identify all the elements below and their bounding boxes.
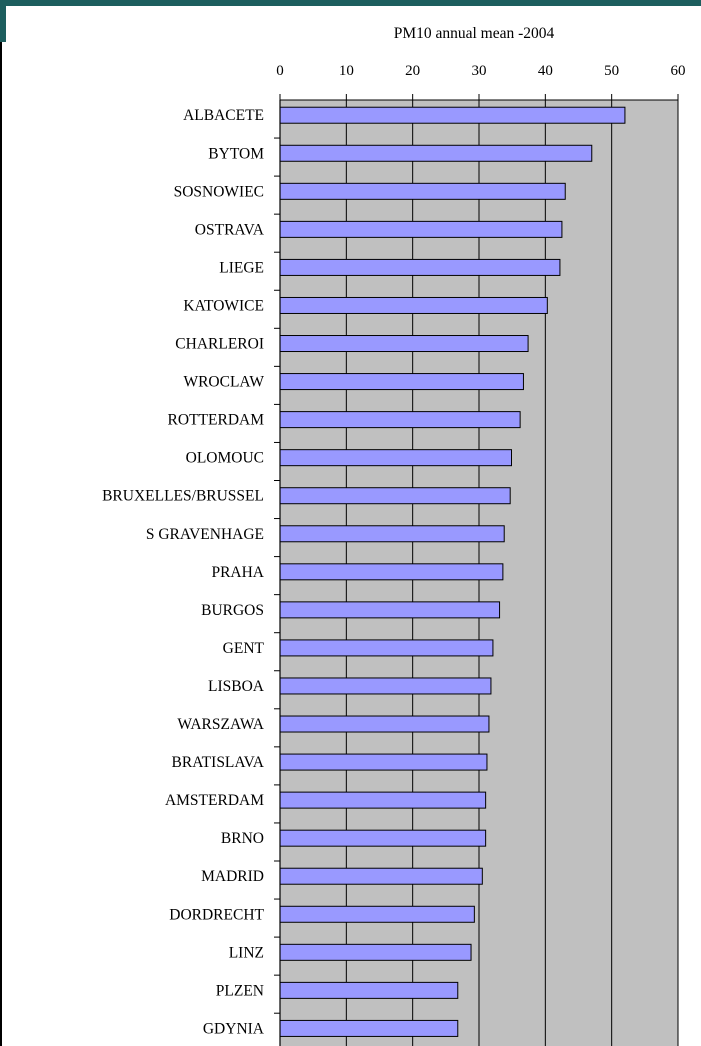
bar <box>279 182 566 200</box>
category-label: OSTRAVA <box>195 221 265 238</box>
x-tick-label: 30 <box>472 63 487 79</box>
window-top-strip <box>0 0 701 6</box>
category-label: OLOMOUC <box>186 450 264 467</box>
category-label: WARSZAWA <box>177 716 264 733</box>
bar <box>279 715 490 733</box>
bar <box>279 753 488 771</box>
bar <box>279 373 524 391</box>
category-label: GENT <box>223 640 265 657</box>
category-label: LISBOA <box>208 678 265 695</box>
category-label: AMSTERDAM <box>165 792 264 809</box>
bar <box>279 335 529 353</box>
bar <box>279 487 511 505</box>
category-label: WROCLAW <box>183 374 264 391</box>
window-corner-strip <box>0 0 6 42</box>
category-label: KATOWICE <box>183 297 264 314</box>
bar <box>279 258 561 276</box>
category-label: S GRAVENHAGE <box>146 526 264 543</box>
bar <box>279 981 459 999</box>
x-tick-label: 60 <box>671 63 686 79</box>
axes <box>274 94 679 1046</box>
category-label: BRATISLAVA <box>172 754 265 771</box>
bar <box>279 525 505 543</box>
category-label: DORDRECHT <box>169 906 264 923</box>
category-label: PRAHA <box>211 564 264 581</box>
bar <box>279 867 483 885</box>
x-tick-labels: 0 10 20 30 40 50 60 <box>276 63 685 79</box>
x-tick-label: 40 <box>538 63 553 79</box>
bar <box>279 1019 459 1037</box>
category-label: ALBACETE <box>183 107 264 124</box>
category-label: LIEGE <box>219 259 264 276</box>
bar <box>279 905 475 923</box>
category-label: GDYNIA <box>203 1020 265 1037</box>
bar <box>279 791 487 809</box>
category-label: SOSNOWIEC <box>174 183 264 200</box>
bar <box>279 677 492 695</box>
category-label: LINZ <box>229 944 264 961</box>
category-label: CHARLEROI <box>175 336 264 353</box>
category-label: BRNO <box>221 830 264 847</box>
x-tick-label: 20 <box>405 63 420 79</box>
bar <box>279 296 548 314</box>
frame-left-border <box>0 42 2 1046</box>
bar <box>279 639 494 657</box>
category-label: BYTOM <box>208 145 264 162</box>
bar <box>279 943 472 961</box>
category-label: ROTTERDAM <box>168 412 265 429</box>
category-label: BURGOS <box>201 602 264 619</box>
category-labels: ALBACETE BYTOM SOSNOWIEC OSTRAVA LIEGE KATOWI… <box>102 107 265 1037</box>
bar <box>279 144 593 162</box>
category-label: BRUXELLES/BRUSSEL <box>102 488 264 505</box>
bar <box>279 106 626 124</box>
bar <box>279 220 563 238</box>
bar <box>279 829 487 847</box>
bar <box>279 601 501 619</box>
bar <box>279 563 504 581</box>
category-label: MADRID <box>201 868 264 885</box>
bars <box>279 106 626 1037</box>
x-tick-label: 50 <box>604 63 619 79</box>
x-tick-label: 0 <box>276 63 284 79</box>
x-tick-label: 10 <box>339 63 354 79</box>
category-label: PLZEN <box>216 982 264 999</box>
bar <box>279 411 521 429</box>
bar <box>279 449 513 467</box>
chart-title: PM10 annual mean -2004 <box>394 25 555 42</box>
